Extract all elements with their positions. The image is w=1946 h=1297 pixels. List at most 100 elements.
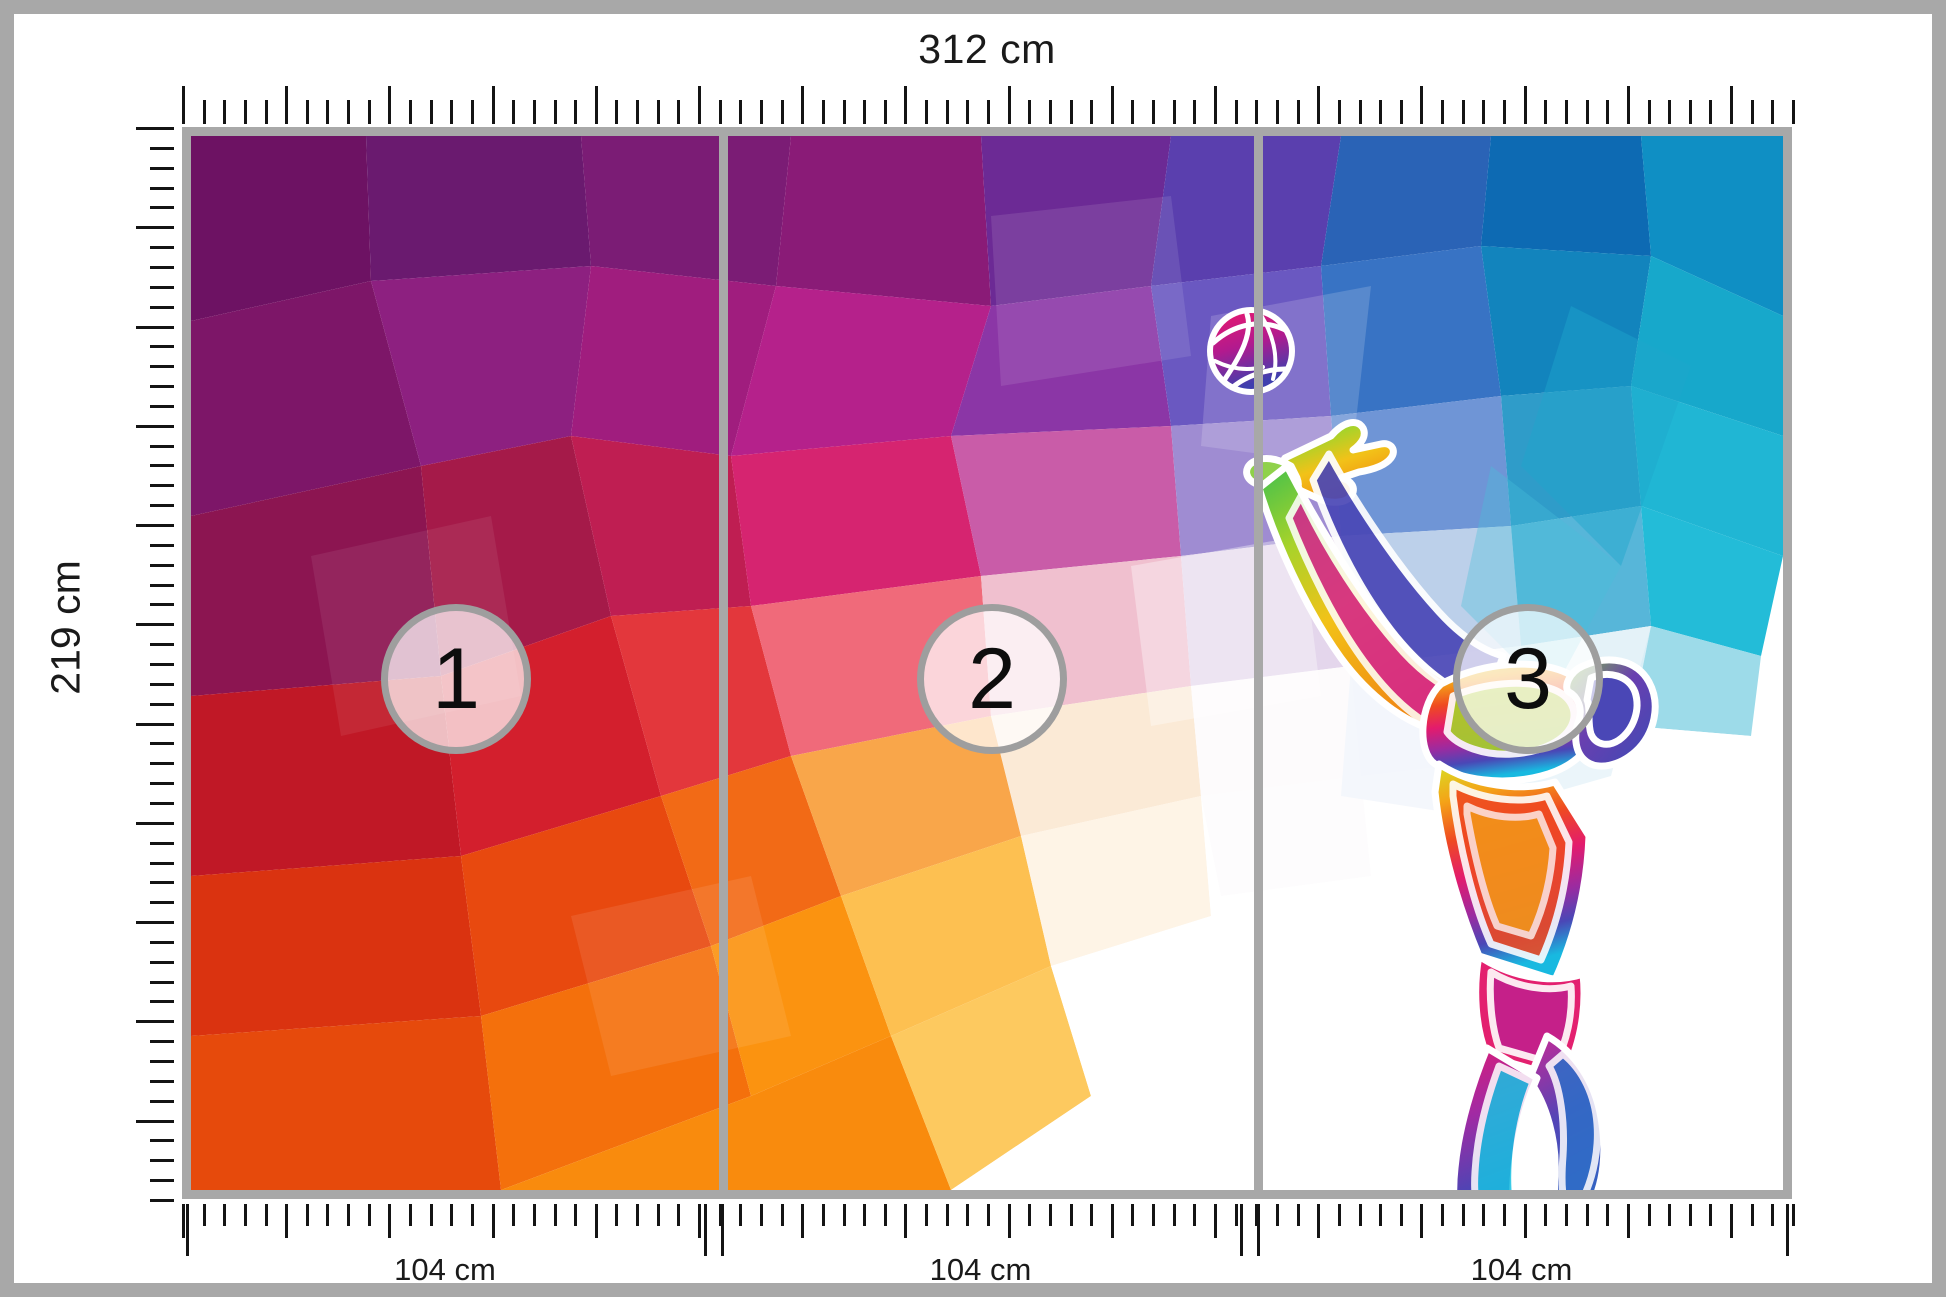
ruler-tick: [1214, 86, 1218, 124]
ruler-tick: [945, 1204, 949, 1226]
ruler-tick: [1090, 1204, 1094, 1226]
ruler-tick: [1255, 100, 1259, 124]
ruler-tick: [1028, 100, 1032, 124]
ruler-tick: [150, 305, 174, 309]
ruler-tick: [1090, 100, 1094, 124]
bottom-ruler: [182, 1204, 1795, 1256]
ruler-tick: [1172, 1204, 1176, 1226]
ruler-tick: [285, 1204, 289, 1238]
mural-artwork: [191, 136, 1783, 1190]
ruler-tick: [150, 583, 174, 587]
ruler-tick: [243, 1204, 247, 1226]
ruler-tick: [1317, 1204, 1321, 1238]
ruler-tick: [150, 801, 174, 805]
ruler-tick: [739, 1204, 743, 1226]
ruler-tick: [491, 86, 495, 124]
ruler-tick: [1709, 100, 1713, 124]
ruler-tick: [150, 960, 174, 964]
ruler-tick: [553, 100, 557, 124]
ruler-tick: [150, 285, 174, 289]
panel-divider-1: [719, 136, 728, 1190]
ruler-tick: [925, 1204, 929, 1226]
ruler-tick: [1399, 1204, 1403, 1226]
ruler-tick: [136, 325, 174, 329]
ruler-tick: [1585, 100, 1589, 124]
ruler-tick: [326, 1204, 330, 1226]
top-ruler: [182, 76, 1795, 124]
segment-boundary-1b: [721, 1204, 724, 1256]
ruler-tick: [150, 345, 174, 349]
panel-badge-3[interactable]: 3: [1453, 604, 1603, 754]
ruler-tick: [1234, 1204, 1238, 1226]
ruler-tick: [759, 1204, 763, 1226]
ruler-tick: [636, 100, 640, 124]
ruler-tick: [883, 100, 887, 124]
ruler-tick: [1048, 100, 1052, 124]
ruler-tick: [150, 762, 174, 766]
ruler-tick: [150, 563, 174, 567]
ruler-tick: [150, 1199, 174, 1202]
ruler-tick: [739, 100, 743, 124]
ruler-tick: [1606, 1204, 1610, 1226]
ruler-tick: [450, 100, 454, 124]
left-ruler: [126, 127, 174, 1202]
ruler-tick: [326, 100, 330, 124]
ruler-tick: [136, 226, 174, 230]
ruler-tick: [136, 623, 174, 627]
ruler-tick: [1503, 1204, 1507, 1226]
ruler-tick: [347, 1204, 351, 1226]
ruler-tick: [150, 1079, 174, 1083]
ruler-tick: [136, 524, 174, 528]
ruler-tick: [1420, 86, 1424, 124]
ruler-tick: [780, 1204, 784, 1226]
ruler-tick: [656, 100, 660, 124]
ruler-tick: [1193, 1204, 1197, 1226]
segment-boundary-1a: [704, 1204, 707, 1256]
ruler-tick: [1048, 1204, 1052, 1226]
ruler-tick: [136, 1020, 174, 1024]
ruler-tick: [150, 504, 174, 508]
ruler-tick: [512, 100, 516, 124]
ruler-tick: [1461, 100, 1465, 124]
ruler-tick: [780, 100, 784, 124]
artwork-frame: 1 2 3: [182, 127, 1792, 1199]
ruler-tick: [202, 100, 206, 124]
ruler-tick: [202, 1204, 206, 1226]
panel-badge-1[interactable]: 1: [381, 604, 531, 754]
panel-badge-2[interactable]: 2: [917, 604, 1067, 754]
ruler-tick: [1337, 100, 1341, 124]
ruler-tick: [574, 1204, 578, 1226]
ruler-tick: [150, 166, 174, 170]
ruler-tick: [347, 100, 351, 124]
ruler-tick: [1544, 100, 1548, 124]
ruler-tick: [150, 543, 174, 547]
ruler-tick: [1110, 1204, 1114, 1238]
ruler-tick: [1234, 100, 1238, 124]
ruler-tick: [150, 186, 174, 190]
ruler-tick: [904, 1204, 908, 1238]
ruler-tick: [150, 146, 174, 150]
ruler-tick: [150, 702, 174, 706]
ruler-tick: [759, 100, 763, 124]
ruler-tick: [1420, 1204, 1424, 1238]
ruler-tick: [1482, 100, 1486, 124]
ruler-tick: [223, 100, 227, 124]
ruler-tick: [801, 1204, 805, 1238]
ruler-tick: [1771, 100, 1775, 124]
ruler-tick: [150, 1040, 174, 1044]
ruler-tick: [1606, 100, 1610, 124]
ruler-tick: [150, 1139, 174, 1143]
ruler-tick: [1688, 1204, 1692, 1226]
segment-boundary-2b: [1257, 1204, 1260, 1256]
ruler-tick: [150, 484, 174, 488]
ruler-tick: [1647, 100, 1651, 124]
ruler-tick: [1771, 1204, 1775, 1226]
ruler-tick: [150, 841, 174, 845]
ruler-tick: [150, 643, 174, 647]
ruler-tick: [636, 1204, 640, 1226]
ruler-tick: [987, 1204, 990, 1226]
ruler-tick: [367, 100, 371, 124]
ruler-tick: [1730, 86, 1734, 124]
ruler-tick: [1482, 1204, 1486, 1226]
ruler-tick: [1544, 1204, 1548, 1226]
